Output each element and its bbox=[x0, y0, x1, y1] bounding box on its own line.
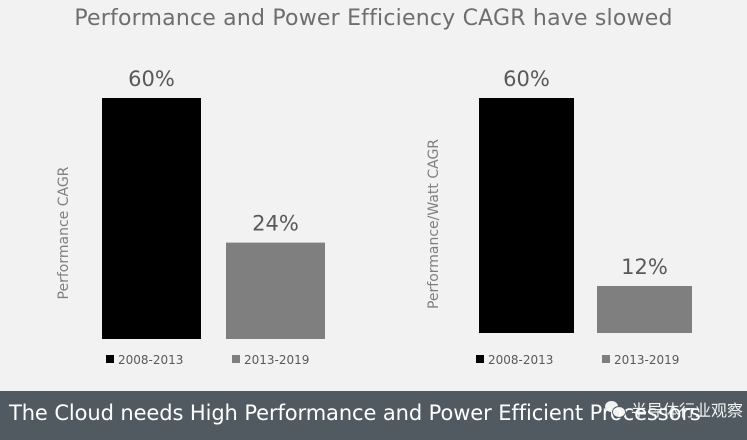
data-label: 12% bbox=[621, 255, 668, 279]
charts-area: 60% 24% Performance CAGR 2008-2013 2013-2019… bbox=[56, 67, 692, 367]
legend-label: 2013-2019 bbox=[244, 353, 309, 367]
chart-2: 60% 12% Performance/Watt CAGR 2008-2013 2013… bbox=[426, 67, 692, 367]
bar-2008-2013 bbox=[102, 98, 201, 339]
watermark: 半导体行业观察 bbox=[604, 396, 743, 422]
legend-swatch bbox=[106, 355, 114, 363]
data-label: 60% bbox=[503, 67, 550, 91]
legend-swatch bbox=[232, 355, 240, 363]
footer-text: The Cloud needs High Performance and Pow… bbox=[9, 401, 701, 425]
legend-label: 2013-2019 bbox=[614, 353, 679, 367]
bar-2013-2019 bbox=[597, 286, 692, 333]
data-label: 24% bbox=[252, 212, 299, 236]
legend-label: 2008-2013 bbox=[488, 353, 553, 367]
bar-2013-2019 bbox=[226, 242, 325, 339]
slide-title: Performance and Power Efficiency CAGR ha… bbox=[74, 6, 673, 31]
legend-swatch bbox=[602, 355, 610, 363]
data-label: 60% bbox=[128, 67, 175, 91]
footer-banner: The Cloud needs High Performance and Pow… bbox=[0, 391, 747, 440]
legend-label: 2008-2013 bbox=[118, 353, 183, 367]
chart-1: 60% 24% Performance CAGR 2008-2013 2013-2019 bbox=[56, 67, 325, 367]
bar-2008-2013 bbox=[479, 98, 574, 333]
y-axis-label: Performance CAGR bbox=[56, 166, 72, 299]
legend-swatch bbox=[476, 355, 484, 363]
y-axis-label: Performance/Watt CAGR bbox=[426, 139, 442, 309]
wechat-icon bbox=[604, 399, 626, 419]
watermark-text: 半导体行业观察 bbox=[630, 401, 743, 420]
